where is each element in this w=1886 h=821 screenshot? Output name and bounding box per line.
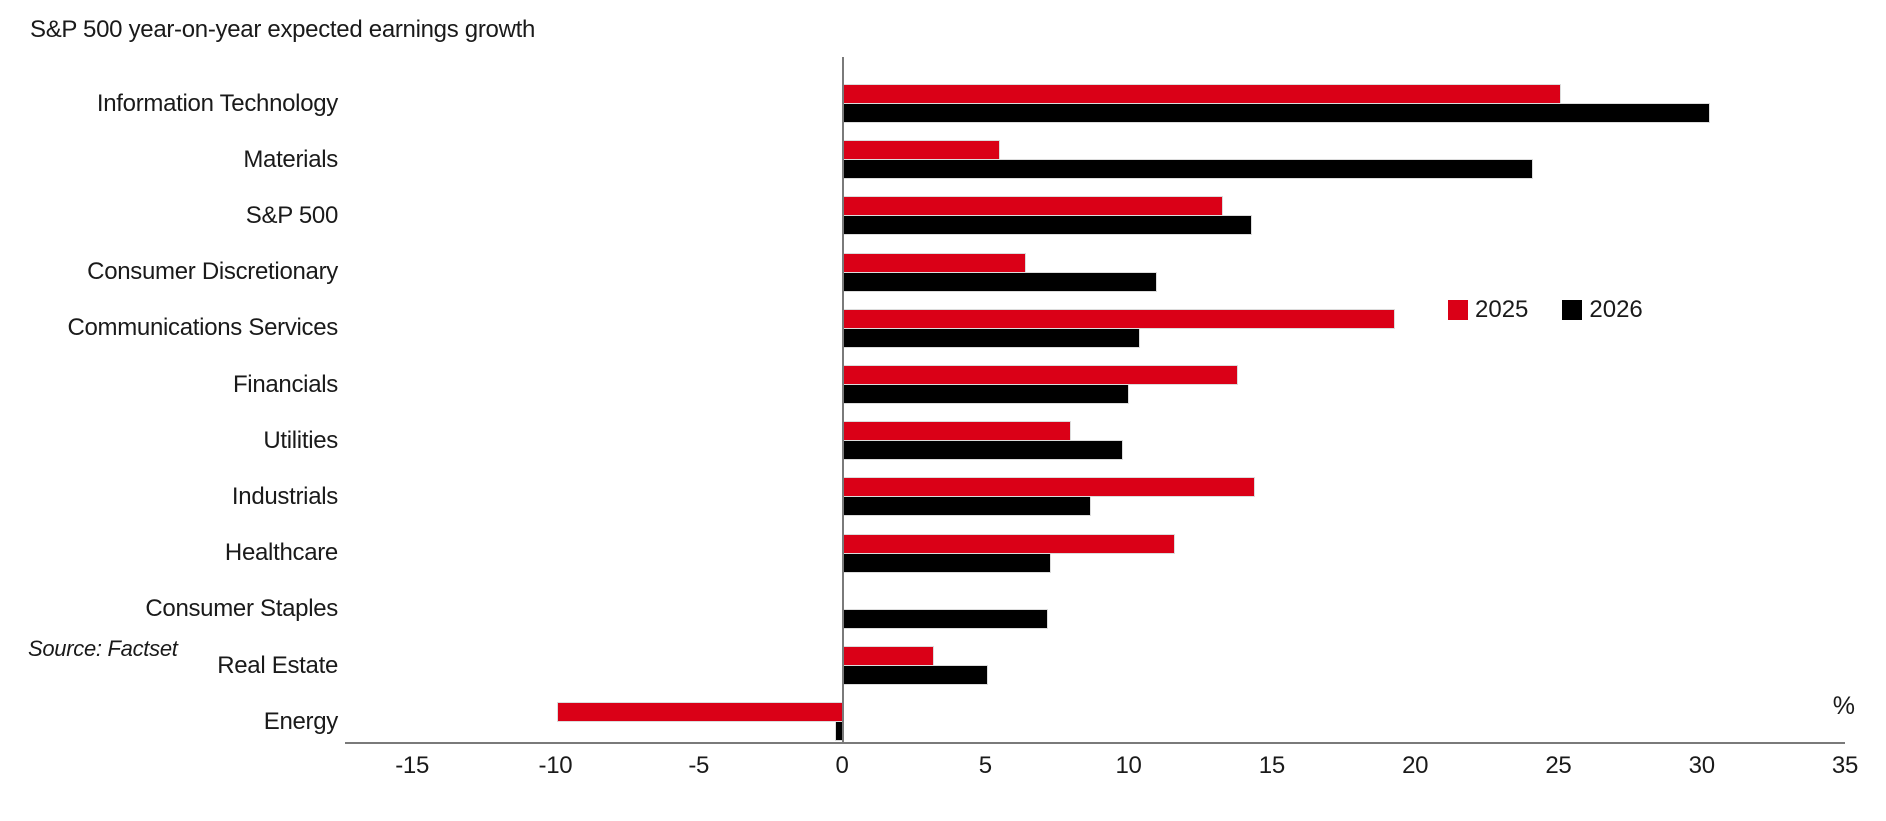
bar-2025-utilities — [842, 421, 1072, 442]
bar-2026-consumer-staples — [842, 608, 1049, 629]
bar-2025-s-p-500 — [842, 196, 1224, 217]
category-label-s-p-500: S&P 500 — [245, 201, 339, 229]
legend: 2025 2026 — [1448, 296, 1667, 324]
bar-2026-energy — [835, 721, 843, 742]
category-label-communications-services: Communications Services — [67, 314, 338, 342]
bar-2025-real-estate — [843, 646, 934, 666]
x-tick--10: -10 — [538, 752, 573, 779]
bar-2026-information-technology — [842, 103, 1711, 123]
category-label-consumer-discretionary: Consumer Discretionary — [87, 258, 338, 286]
x-tick-5: 5 — [978, 752, 992, 779]
bar-2025-healthcare — [843, 533, 1175, 554]
x-tick--5: -5 — [688, 752, 710, 779]
bar-2026-utilities — [843, 440, 1123, 461]
category-label-materials: Materials — [243, 145, 338, 173]
legend-entry-2025: 2025 — [1448, 296, 1528, 324]
x-tick-15: 15 — [1258, 752, 1285, 779]
x-axis-line — [345, 742, 1845, 744]
bar-2026-s-p-500 — [843, 215, 1252, 236]
bar-2026-communications-services — [842, 327, 1141, 348]
unit-label: % — [1832, 692, 1855, 720]
bar-2026-healthcare — [842, 552, 1052, 573]
category-label-information-technology: Information Technology — [96, 89, 338, 117]
category-label-industrials: Industrials — [231, 482, 338, 510]
bar-2025-energy — [557, 702, 843, 723]
x-tick-25: 25 — [1545, 752, 1572, 779]
legend-swatch-2026 — [1562, 300, 1583, 320]
category-label-real-estate: Real Estate — [217, 651, 338, 679]
category-label-financials: Financials — [232, 370, 338, 398]
category-label-utilities: Utilities — [263, 426, 338, 454]
source-note: Source: Factset — [28, 636, 178, 661]
bar-2026-consumer-discretionary — [842, 271, 1158, 292]
x-tick-35: 35 — [1831, 752, 1859, 779]
bar-2026-industrials — [842, 496, 1092, 517]
x-tick-0: 0 — [835, 752, 849, 779]
bar-2025-materials — [843, 140, 1000, 161]
legend-swatch-2025 — [1448, 300, 1468, 320]
bar-2025-information-technology — [842, 84, 1562, 104]
bar-2026-materials — [843, 159, 1533, 180]
legend-label-2026: 2026 — [1589, 296, 1643, 323]
bar-2025-industrials — [843, 477, 1255, 498]
x-tick-30: 30 — [1688, 752, 1715, 779]
legend-label-2025: 2025 — [1475, 296, 1529, 323]
category-label-healthcare: Healthcare — [224, 539, 338, 567]
x-tick-20: 20 — [1402, 752, 1429, 779]
bar-2026-real-estate — [842, 665, 989, 685]
bar-2025-communications-services — [842, 308, 1396, 329]
category-label-consumer-staples: Consumer Staples — [145, 595, 338, 623]
bar-2026-financials — [843, 384, 1129, 404]
legend-entry-2026: 2026 — [1562, 296, 1643, 324]
x-tick-10: 10 — [1115, 752, 1142, 779]
bar-2025-consumer-discretionary — [843, 252, 1026, 273]
x-tick--15: -15 — [395, 752, 430, 779]
zero-axis-line — [842, 57, 844, 744]
category-label-energy: Energy — [263, 707, 339, 735]
bar-2025-financials — [843, 365, 1238, 385]
chart-title: S&P 500 year-on-year expected earnings g… — [30, 16, 536, 43]
